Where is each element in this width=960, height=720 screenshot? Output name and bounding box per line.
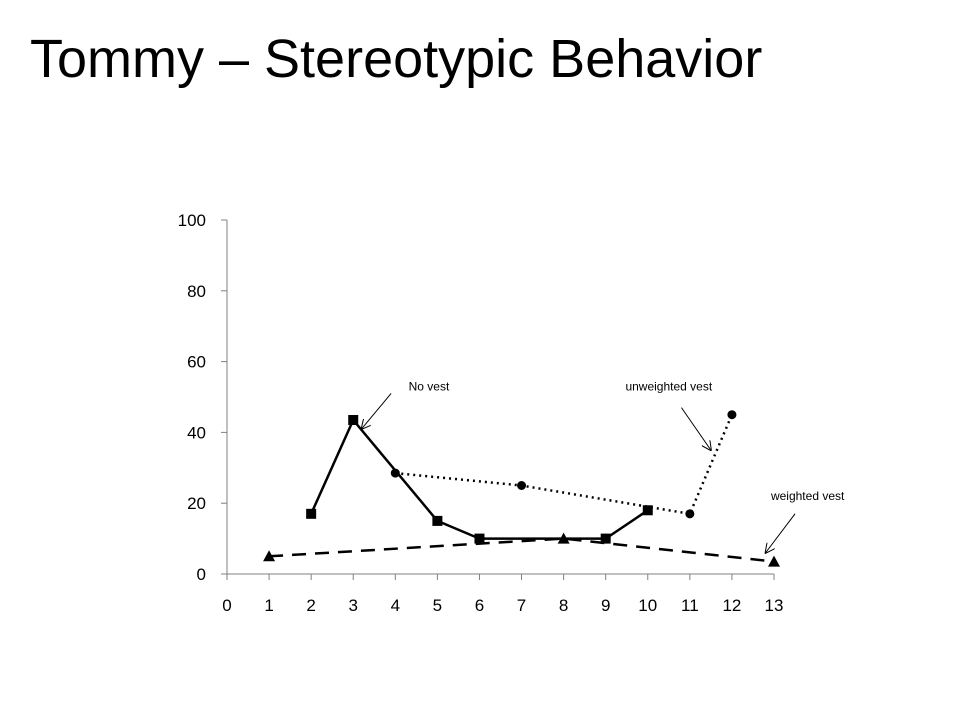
x-tick-label-12: 12	[722, 596, 741, 615]
annotation-label-no-vest: No vest	[409, 379, 450, 393]
series-unweighted-vest	[390, 410, 737, 519]
data-point-weighted-vest-2	[768, 555, 780, 567]
data-point-unweighted-vest-0	[390, 468, 400, 478]
annotations: No vest unweighted vest weighted vest	[362, 379, 845, 552]
y-tick-label-40: 40	[187, 423, 206, 442]
x-tick-label-11: 11	[681, 596, 699, 615]
data-point-unweighted-vest-2	[685, 509, 695, 519]
series-line-weighted-vest	[269, 537, 775, 563]
x-tick-label-5: 5	[433, 596, 442, 615]
data-point-no-vest-1	[348, 415, 359, 426]
annotation-arrow-unweighted-vest	[681, 407, 710, 450]
series-no-vest	[306, 415, 653, 544]
series-group	[263, 410, 780, 567]
x-tick-label-8: 8	[559, 596, 568, 615]
annotation-arrow-weighted-vest	[766, 513, 796, 553]
x-tick-label-10: 10	[638, 596, 657, 615]
y-tick-label-0: 0	[197, 565, 206, 584]
data-point-no-vest-5	[642, 505, 653, 516]
page-title: Tommy – Stereotypic Behavior	[30, 29, 763, 89]
data-point-unweighted-vest-3	[727, 410, 737, 420]
data-point-no-vest-2	[432, 515, 443, 526]
series-line-no-vest	[310, 418, 649, 540]
x-tick-label-3: 3	[348, 596, 357, 615]
y-tick-label-20: 20	[187, 494, 206, 513]
series-line-unweighted-vest	[395, 414, 734, 516]
x-tick-label-4: 4	[391, 596, 400, 615]
x-tick-label-7: 7	[517, 596, 526, 615]
x-tick-label-0: 0	[222, 596, 231, 615]
series-weighted-vest	[263, 532, 780, 567]
x-tick-label-2: 2	[306, 596, 315, 615]
x-tick-label-13: 13	[765, 596, 784, 615]
data-point-weighted-vest-1	[557, 532, 570, 544]
x-tick-label-1: 1	[264, 596, 273, 615]
data-point-weighted-vest-0	[263, 550, 276, 562]
y-tick-label-80: 80	[187, 282, 206, 301]
annotation-label-weighted-vest: weighted vest	[770, 489, 845, 503]
annotation-label-unweighted-vest: unweighted vest	[625, 379, 712, 393]
data-point-unweighted-vest-1	[517, 481, 527, 490]
data-point-no-vest-4	[600, 533, 611, 544]
y-tick-label-60: 60	[187, 353, 206, 372]
x-tick-label-9: 9	[601, 596, 610, 615]
annotation-arrow-no-vest	[362, 393, 392, 428]
data-point-no-vest-0	[306, 508, 317, 519]
data-point-no-vest-3	[474, 533, 485, 544]
x-tick-label-6: 6	[475, 596, 484, 615]
y-tick-label-100: 100	[178, 211, 206, 230]
